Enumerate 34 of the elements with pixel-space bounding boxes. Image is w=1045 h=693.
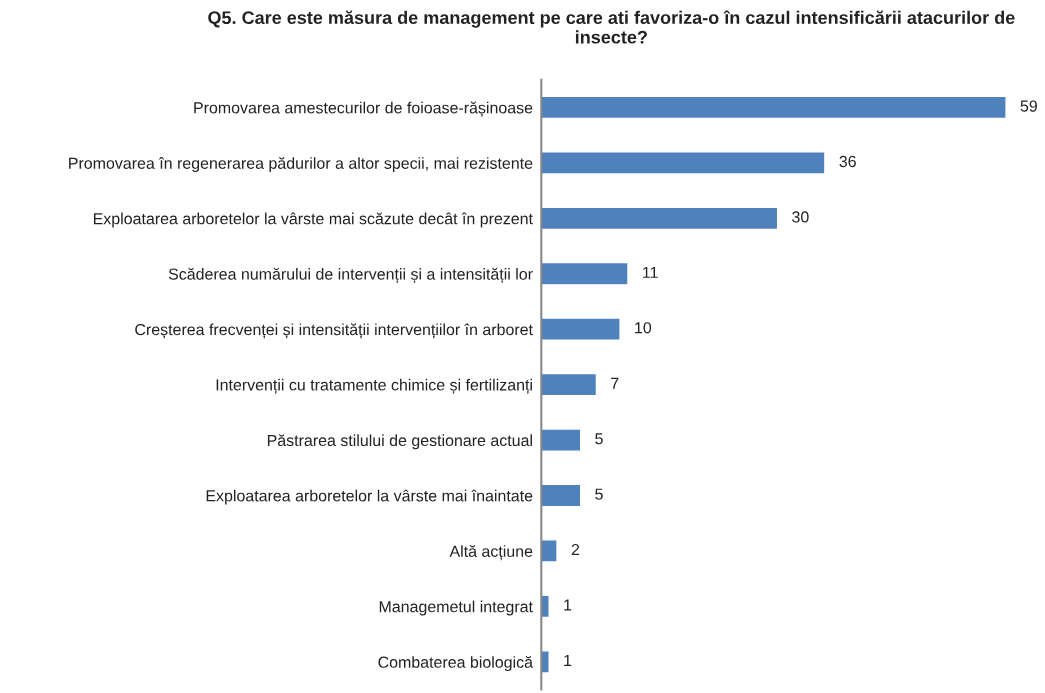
- bar: [541, 539, 558, 563]
- bar: [541, 483, 582, 508]
- data-label: 36: [839, 155, 856, 168]
- bar: [541, 372, 598, 397]
- data-label: 59: [1020, 100, 1037, 112]
- y-tick-label: Managemetul integrat: [379, 600, 533, 616]
- data-label: 1: [564, 654, 572, 666]
- bar: [541, 317, 621, 341]
- y-tick-label: Păstrarea stilului de gestionare actual: [267, 434, 532, 450]
- data-label: 5: [595, 433, 603, 445]
- y-tick-label: Exploatarea arboretelor la vârste mai scăzute decât în prezent: [93, 212, 533, 228]
- bar: [541, 594, 550, 619]
- data-label: 2: [571, 543, 580, 556]
- bar: [541, 428, 582, 452]
- y-tick-label: Promovarea în regenerarea pădurilor a altor specii, mai rezistente: [69, 156, 533, 173]
- data-label: 30: [792, 211, 809, 223]
- bar: [541, 206, 779, 231]
- bar: [541, 650, 550, 674]
- data-label: 7: [611, 377, 619, 389]
- bar: [541, 95, 1007, 120]
- data-label: 1: [564, 599, 572, 611]
- data-label: 10: [635, 322, 652, 334]
- y-tick-label: Promovarea amestecurilor de foioase-rășinoase: [194, 101, 533, 117]
- y-tick-label: Exploatarea arboretelor la vârste mai înaintate: [206, 489, 533, 505]
- chart-title: Q5. Care este măsura de management pe care ati favoriza-o în cazul intensificării atacurilor de insecte?: [208, 10, 1015, 44]
- y-tick-label: Altă acțiune: [449, 545, 533, 561]
- y-tick-label: Creșterea frecvenței și intensității intervențiilor în arboret: [135, 323, 533, 339]
- y-tick-label: Intervenții cu tratamente chimice și fertilizanți: [216, 378, 532, 394]
- y-tick-label: Scăderea numărului de intervenții și a intensității lor: [168, 267, 533, 284]
- y-tick-label: Combaterea biologică: [378, 655, 533, 672]
- bar: [541, 151, 826, 175]
- bar: [541, 261, 629, 286]
- data-label: 5: [595, 488, 603, 500]
- data-label: 11: [643, 266, 658, 278]
